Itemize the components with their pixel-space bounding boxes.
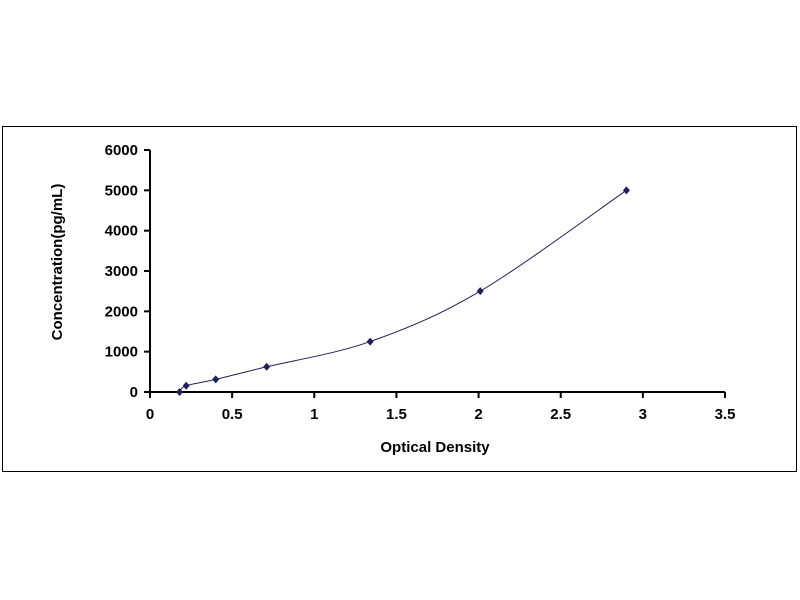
chart-frame bbox=[2, 126, 797, 472]
data-point bbox=[476, 287, 484, 296]
x-tick-label: 0.5 bbox=[222, 406, 243, 423]
data-point bbox=[176, 388, 184, 396]
x-tick-label: 1.5 bbox=[386, 406, 407, 423]
x-tick-label: 0 bbox=[146, 406, 154, 423]
x-tick-label: 3.5 bbox=[715, 406, 736, 423]
fit-curve bbox=[179, 189, 627, 393]
y-tick-label: 1000 bbox=[105, 344, 138, 361]
data-point bbox=[622, 186, 630, 195]
data-point bbox=[366, 337, 374, 346]
x-axis-label: Optical Density bbox=[380, 439, 490, 456]
y-tick-label: 2000 bbox=[105, 303, 138, 320]
y-tick-label: 3000 bbox=[105, 263, 138, 280]
x-tick-label: 1 bbox=[310, 406, 318, 423]
x-tick-label: 3 bbox=[639, 406, 647, 423]
x-tick-label: 2.5 bbox=[550, 406, 571, 423]
y-tick-label: 0 bbox=[130, 384, 138, 401]
data-point bbox=[212, 375, 220, 384]
y-tick-label: 5000 bbox=[105, 182, 138, 199]
x-tick-label: 2 bbox=[474, 406, 482, 423]
y-axis-label: Concentration(pg/mL) bbox=[49, 184, 66, 341]
y-tick-label: 4000 bbox=[105, 223, 138, 240]
data-point bbox=[263, 362, 271, 371]
data-point bbox=[182, 381, 190, 390]
y-tick-label: 6000 bbox=[105, 142, 138, 159]
